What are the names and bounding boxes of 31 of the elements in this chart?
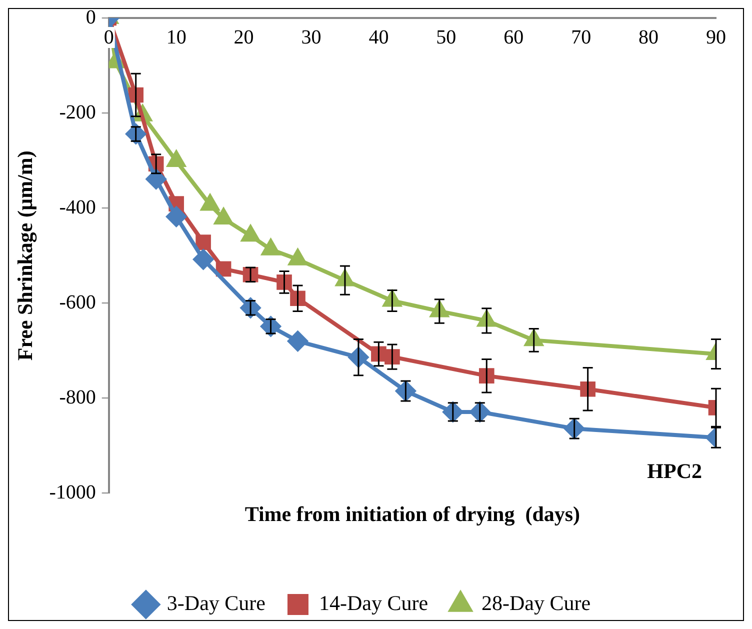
annotation: HPC2 [647,459,702,484]
legend-label: 14-Day Cure [318,591,428,616]
y-tick-label: -1000 [49,481,96,504]
y-tick-label: -200 [59,101,96,124]
point [288,331,308,352]
point [240,298,261,318]
y-axis-title: Free Shrinkage (µm/m) [13,150,38,361]
y-tick-label: -800 [59,386,96,408]
legend-label: 28-Day Cure [482,591,591,616]
point [216,261,232,277]
point [166,206,186,227]
x-tick-label: 80 [638,26,659,48]
y-tick-label: 0 [86,6,96,28]
legend-label: 3-Day Cure [166,591,266,616]
point [146,169,166,190]
x-tick-label: 10 [166,26,186,48]
x-tick-label: 50 [436,26,456,48]
point [196,234,211,250]
x-tick-label: 60 [504,26,524,48]
point [126,124,146,144]
point [260,316,281,336]
point [193,249,214,270]
x-tick-label: 20 [234,26,254,48]
x-tick-label: 70 [571,26,592,48]
y-tick-label: -400 [59,196,96,218]
x-tick-label: 0 [104,26,114,48]
x-tick-label: 30 [301,26,322,48]
x-tick-label: 90 [706,26,726,48]
y-tick-label: -600 [59,291,96,314]
x-tick-label: 40 [368,26,389,48]
x-axis-title: Time from initiation of drying (days) [244,502,580,526]
